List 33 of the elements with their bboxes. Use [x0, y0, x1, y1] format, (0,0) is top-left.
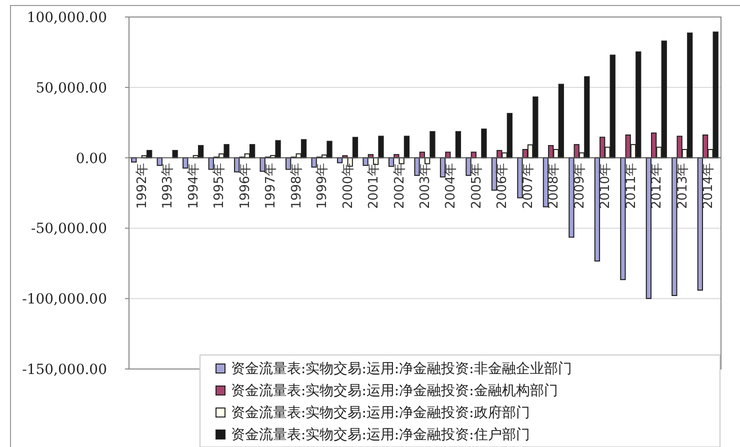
y-tick-label: 100,000.00: [26, 10, 107, 26]
x-tick-label: 1998年: [289, 162, 304, 209]
x-tick-label: 2009年: [572, 162, 588, 209]
x-tick-label: 1996年: [238, 162, 253, 209]
x-tick-label: 2001年: [366, 162, 382, 209]
y-tick-label: 50,000.00: [36, 80, 107, 96]
y-tick-label: -100,000.00: [22, 292, 107, 308]
x-tick-label: 2012年: [650, 162, 665, 209]
x-tick-label: 2013年: [675, 162, 690, 209]
x-tick-label: 2000年: [340, 162, 356, 209]
legend-label: 资金流量表:实物交易:运用:净金融投资:政府部门: [231, 405, 530, 421]
legend-label: 资金流量表:实物交易:运用:净金融投资:金融机构部门: [231, 383, 558, 399]
x-tick-label: 2011年: [624, 162, 639, 209]
x-tick-label: 2010年: [598, 162, 614, 209]
legend-label: 资金流量表:实物交易:运用:净金融投资:住户部门: [231, 427, 530, 443]
x-tick-label: 1992年: [134, 162, 150, 209]
x-tick-label: 2004年: [444, 162, 459, 209]
y-tick-label: -150,000.00: [22, 362, 107, 378]
x-tick-label: 2008年: [546, 162, 562, 209]
legend-label: 资金流量表:实物交易:运用:净金融投资:非金融企业部门: [231, 361, 572, 377]
x-tick-label: 1995年: [212, 162, 228, 209]
y-tick-label: -50,000.00: [31, 221, 107, 238]
y-tick-label: 0.00: [76, 150, 107, 167]
x-tick-label: 1993年: [160, 162, 176, 209]
x-tick-label: 2006年: [495, 162, 510, 209]
x-tick-label: 2007年: [520, 162, 536, 209]
x-tick-label: 2014年: [701, 162, 716, 209]
x-tick-label: 2002年: [392, 162, 408, 209]
x-tick-label: 2005年: [469, 162, 484, 209]
x-tick-label: 1994年: [186, 162, 202, 209]
x-tick-label: 1999年: [315, 162, 330, 209]
x-tick-label: 1997年: [264, 162, 279, 209]
x-tick-label: 2003年: [418, 162, 433, 209]
